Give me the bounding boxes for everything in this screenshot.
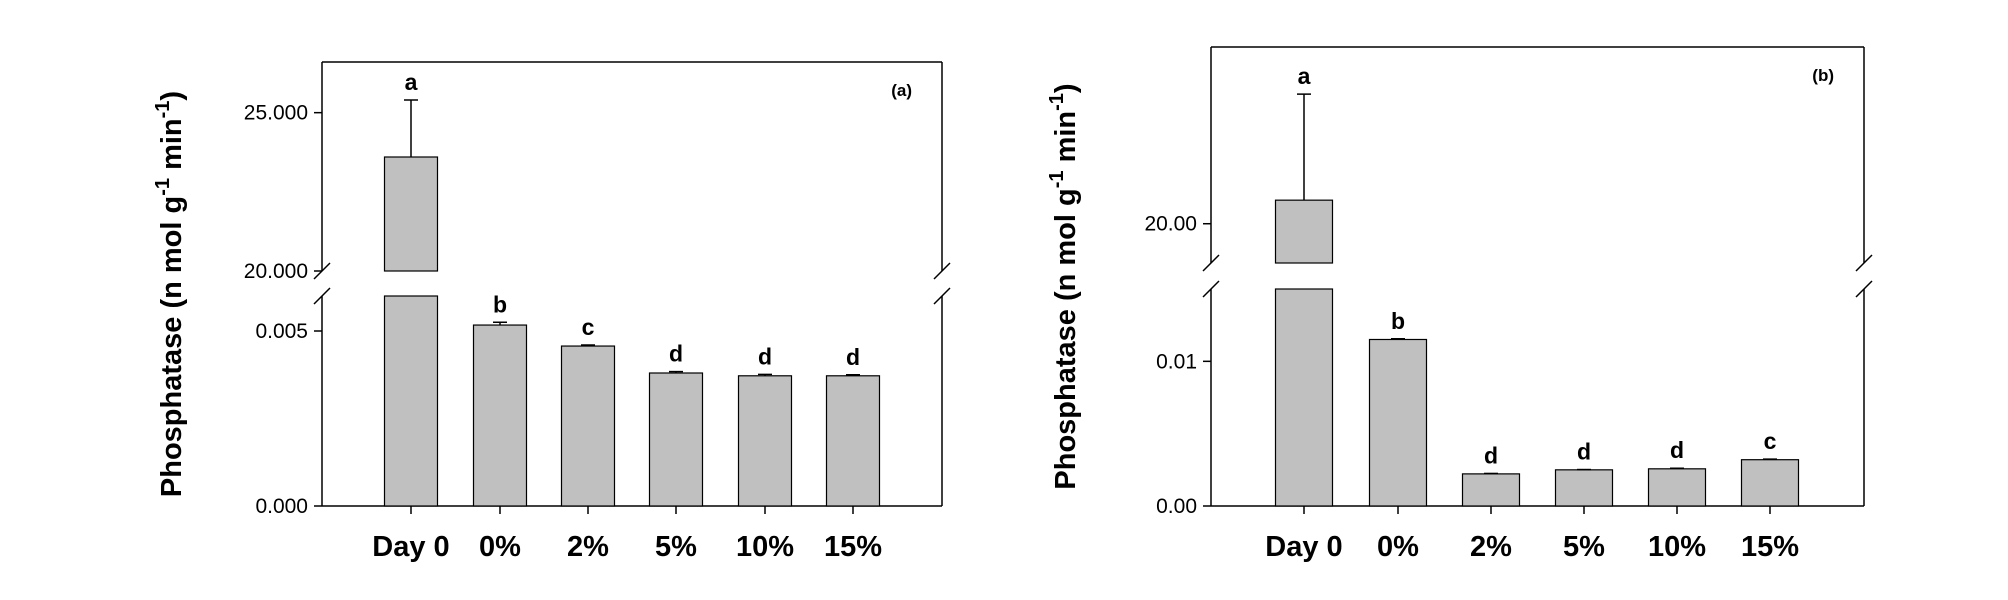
significance-letter: a <box>1298 63 1311 89</box>
x-tick-label: Day 0 <box>372 531 449 563</box>
y-tick-label: 25.000 <box>244 102 308 125</box>
x-tick-label: 0% <box>479 531 521 563</box>
y-axis-label-superscript: -1 <box>152 101 174 119</box>
axis-break-mark <box>1202 280 1220 298</box>
significance-letter: b <box>493 291 507 317</box>
y-axis-label-text: Phosphatase (n mol g <box>1050 188 1082 489</box>
significance-letter: c <box>582 314 595 340</box>
y-tick-label: 0.005 <box>255 320 308 343</box>
axis-break-mark <box>933 287 951 305</box>
x-tick-label: 10% <box>1648 531 1706 563</box>
bar <box>825 375 881 507</box>
bar <box>1274 199 1334 264</box>
x-tick-label: 2% <box>1470 531 1512 563</box>
significance-letter: d <box>758 343 772 369</box>
x-tick-label: 0% <box>1377 531 1419 563</box>
bar-lower-segment <box>383 295 439 507</box>
x-tick-label: Day 0 <box>1265 531 1342 563</box>
panel-b: 0.00 0.01 20.00 a Day 0 b 0% d 2% d 5% d 10% c 15% (b) P… <box>1046 46 1873 563</box>
y-tick-label: 20.000 <box>244 260 308 283</box>
panel-label: (b) <box>1812 66 1834 85</box>
significance-letter: d <box>1484 442 1498 468</box>
y-axis-label: Phosphatase (n mol g-1 min-1) <box>152 91 188 497</box>
axis-break-mark <box>1855 254 1873 272</box>
bar-lower-segment <box>1274 288 1334 507</box>
x-tick-label: 5% <box>655 531 697 563</box>
bar <box>1647 468 1707 507</box>
axis-break-mark <box>313 287 331 305</box>
bar <box>472 324 528 507</box>
x-tick-label: 15% <box>824 531 882 563</box>
y-axis-label-text: min <box>1050 111 1082 171</box>
y-tick-label: 20.00 <box>1144 213 1197 236</box>
significance-letter: d <box>1670 437 1684 463</box>
axis-break-mark <box>1202 254 1220 272</box>
y-axis-label: Phosphatase (n mol g-1 min-1) <box>1046 83 1082 489</box>
bar <box>560 345 616 507</box>
y-axis-label-superscript: -1 <box>1046 170 1068 188</box>
axis-break-mark <box>933 262 951 280</box>
significance-letter: d <box>1577 439 1591 465</box>
bar <box>1368 338 1428 507</box>
significance-letter: d <box>669 341 683 367</box>
significance-letter: a <box>405 69 418 95</box>
y-tick-label: 0.000 <box>255 495 308 518</box>
y-axis-label-text: Phosphatase (n mol g <box>156 196 188 497</box>
bar <box>737 375 793 507</box>
y-axis-label-superscript: -1 <box>1046 93 1068 111</box>
bar <box>648 372 704 507</box>
bar <box>383 156 439 272</box>
bar <box>1740 459 1800 507</box>
panel-label: (a) <box>891 81 912 100</box>
x-tick-label: 10% <box>736 531 794 563</box>
significance-letter: d <box>846 344 860 370</box>
panel-a: 0.000 0.005 20.000 25.000 a Day 0 b 0% c 2% d 5% d 10… <box>152 61 951 563</box>
bar <box>1554 469 1614 507</box>
y-axis-label-text: min <box>156 118 188 178</box>
y-tick-label: 0.01 <box>1156 350 1197 373</box>
significance-letter: b <box>1391 308 1405 334</box>
x-tick-label: 5% <box>1563 531 1605 563</box>
significance-letter: c <box>1764 428 1777 454</box>
y-axis-label-text: ) <box>1050 83 1082 93</box>
x-tick-label: 2% <box>567 531 609 563</box>
bar <box>1461 473 1521 507</box>
y-axis-label-superscript: -1 <box>152 178 174 196</box>
x-tick-label: 15% <box>1741 531 1799 563</box>
y-tick-label: 0.00 <box>1156 495 1197 518</box>
y-axis-label-text: ) <box>156 91 188 101</box>
axis-break-mark <box>1855 280 1873 298</box>
